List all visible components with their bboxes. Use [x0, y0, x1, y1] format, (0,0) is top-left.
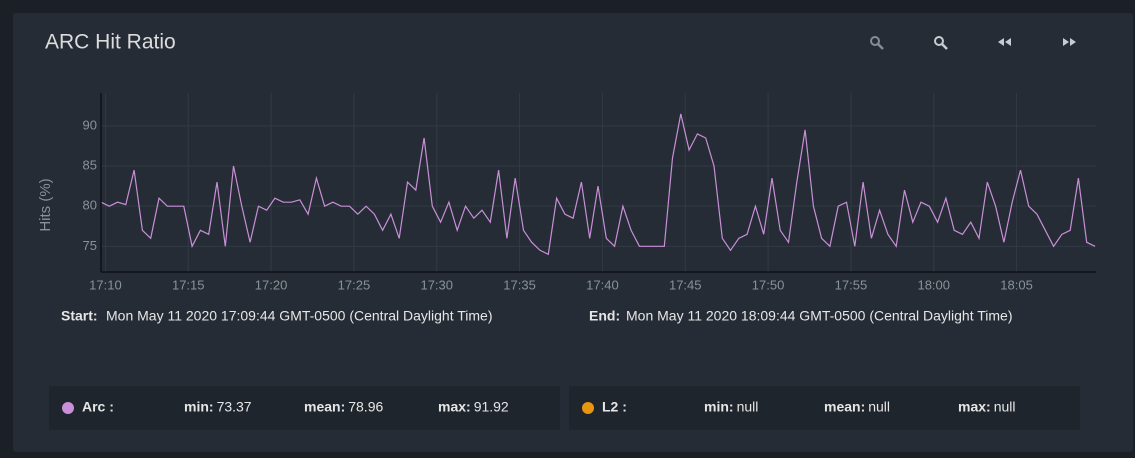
end-value: Mon May 11 2020 18:09:44 GMT-0500 (Centr…	[626, 308, 1012, 324]
legend-swatch	[62, 402, 74, 414]
y-tick-label: 85	[83, 157, 97, 172]
stat-value: 73.37	[217, 399, 252, 415]
x-tick-label: 17:30	[420, 277, 453, 292]
x-tick-label: 17:55	[835, 277, 868, 292]
zoom-in-button[interactable]	[870, 36, 884, 50]
legend-swatch	[582, 402, 594, 414]
toolbar	[870, 36, 1076, 50]
stat-value: 78.96	[348, 399, 383, 415]
stat-label: max:	[958, 399, 991, 415]
stat-label: mean:	[304, 399, 345, 415]
x-tick-label: 17:45	[669, 277, 702, 292]
x-tick-label: 17:20	[255, 277, 288, 292]
x-tick-label: 17:25	[338, 277, 371, 292]
stat-label: min:	[184, 399, 214, 415]
x-tick-label: 17:35	[503, 277, 536, 292]
legend-label: L2 :	[602, 399, 627, 415]
start-value: Mon May 11 2020 17:09:44 GMT-0500 (Centr…	[106, 308, 492, 324]
y-tick-label: 90	[83, 117, 97, 132]
stat-value: 91.92	[474, 399, 509, 415]
stat-label: min:	[704, 399, 734, 415]
x-tick-label: 17:15	[172, 277, 205, 292]
legend-box	[569, 386, 1080, 430]
panel-title: ARC Hit Ratio	[45, 31, 176, 54]
stat-label: max:	[438, 399, 471, 415]
y-tick-label: 80	[83, 198, 97, 213]
y-tick-label: 75	[83, 238, 97, 253]
legend-box	[49, 386, 560, 430]
x-tick-label: 18:05	[1000, 277, 1033, 292]
x-tick-label: 17:50	[752, 277, 785, 292]
stat-value: null	[737, 399, 759, 415]
x-tick-label: 18:00	[917, 277, 950, 292]
x-tick-label: 17:10	[89, 277, 122, 292]
stat-value: null	[994, 399, 1016, 415]
rewind-button[interactable]	[998, 38, 1011, 46]
end-label: End:	[589, 308, 620, 324]
legend-label: Arc :	[82, 399, 114, 415]
panel	[13, 13, 1133, 452]
start-label: Start:	[61, 308, 98, 324]
data-line	[100, 113, 1096, 256]
zoom-out-button[interactable]	[934, 36, 948, 50]
x-tick-label: 17:40	[586, 277, 619, 292]
y-axis-label: Hits (%)	[37, 178, 54, 231]
stat-value: null	[868, 399, 890, 415]
stat-label: mean:	[824, 399, 865, 415]
forward-button[interactable]	[1063, 38, 1076, 46]
